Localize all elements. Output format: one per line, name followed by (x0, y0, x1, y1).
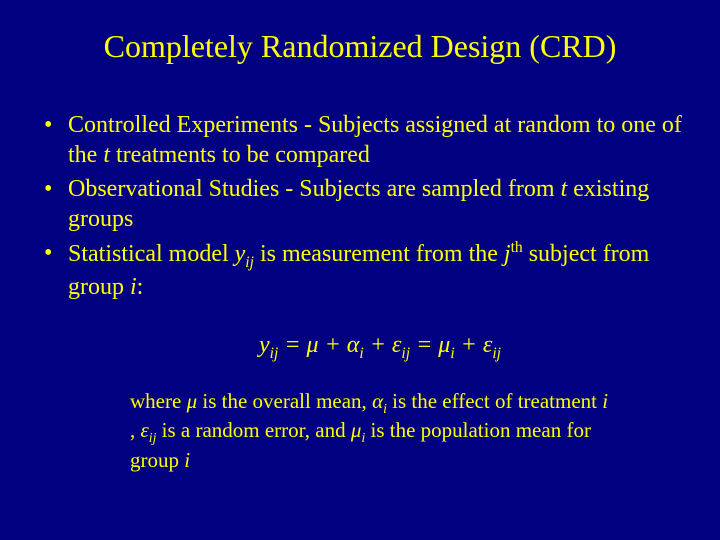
slide-title: Completely Randomized Design (CRD) (30, 28, 690, 65)
eq-greek: ε (392, 332, 401, 358)
where-text: is a random error, and (156, 418, 351, 442)
eq-op: = (278, 332, 306, 358)
superscript: th (511, 239, 523, 256)
where-clause: where μ is the overall mean, α i is the e… (30, 388, 690, 473)
italic-var: i (602, 389, 608, 413)
where-text: is the effect of treatment (387, 389, 602, 413)
eq-op: + (319, 332, 347, 358)
where-greek: μ (351, 418, 362, 442)
where-text: where (130, 389, 187, 413)
bullet-text: treatments to be compared (110, 142, 370, 168)
equation: yij = μ + αi + εij = μi + εij (30, 332, 690, 363)
where-text: , (130, 418, 141, 442)
eq-sub: ij (270, 345, 279, 362)
bullet-text: Observational Studies - Subjects are sam… (68, 176, 561, 202)
eq-greek: α (347, 332, 360, 358)
eq-sub: ij (492, 345, 501, 362)
eq-op: + (455, 332, 483, 358)
bullet-item: Observational Studies - Subjects are sam… (40, 174, 690, 234)
where-greek: μ (187, 389, 198, 413)
subscript: ij (245, 254, 254, 271)
italic-var: t (103, 142, 110, 168)
bullet-item: Controlled Experiments - Subjects assign… (40, 110, 690, 170)
italic-var: i (184, 448, 190, 472)
eq-greek: μ (307, 332, 319, 358)
where-greek: α (372, 389, 383, 413)
where-text: is the overall mean, (197, 389, 372, 413)
where-greek: ε (141, 418, 149, 442)
italic-var: j (504, 241, 511, 267)
eq-greek: μ (438, 332, 450, 358)
eq-op: + (364, 332, 392, 358)
italic-var: y (235, 241, 246, 267)
eq-sub: ij (401, 345, 410, 362)
bullet-item: Statistical model yij is measurement fro… (40, 238, 690, 302)
eq-greek: ε (483, 332, 492, 358)
bullet-list: Controlled Experiments - Subjects assign… (30, 110, 690, 302)
eq-op: = (410, 332, 438, 358)
bullet-text: Statistical model (68, 241, 235, 267)
slide: Completely Randomized Design (CRD) Contr… (0, 0, 720, 540)
eq-var: y (259, 332, 270, 358)
bullet-text: : (137, 274, 144, 300)
italic-var: i (130, 274, 137, 300)
bullet-text: is measurement from the (254, 241, 504, 267)
